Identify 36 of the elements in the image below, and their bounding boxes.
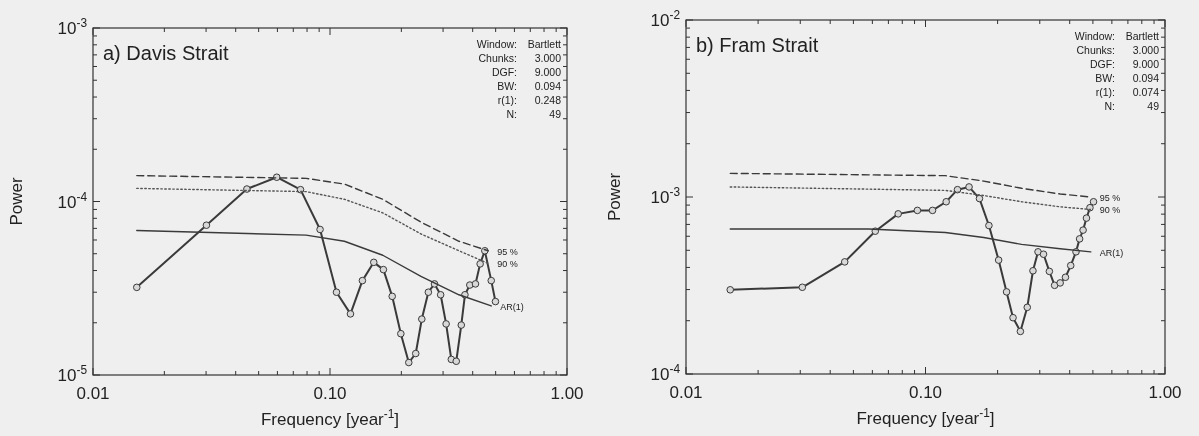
y-tick-label: 10$^{-3}$ [650,185,681,207]
y-axis-title: Power [7,177,26,226]
x-axis-title: Frequency [year$^{-1}$] [260,407,400,429]
x-tick-label: 0.10 [313,384,347,403]
series-label: 90 % [497,259,518,270]
series-label: AR(1) [1099,247,1124,258]
y-tick-label: 10$^{-5}$ [57,363,88,385]
text: N: 49 [506,108,561,120]
y-tick-label: 10$^{-4}$ [650,362,681,384]
x-tick-label: 0.01 [669,383,703,402]
text: Chunks: 3.000 [478,52,561,64]
y-tick-label: 10$^{-4}$ [57,189,88,212]
x-tick-label: 1.00 [550,384,584,403]
series-label: AR(1) [500,301,524,312]
series-label: 95 % [1099,193,1121,203]
annotation: Window: Bartlett [476,38,562,50]
series-label: 90 % [1099,205,1121,216]
text: BW: 0.094 [497,80,561,92]
text: DGF: 9.000 [1089,58,1159,70]
text: BW: 0.094 [1095,72,1159,84]
y-axis-title: Power [605,172,624,222]
text: N: 49 [1104,100,1159,112]
x-tick-label: 0.10 [908,383,943,402]
text: Chunks: 3.000 [1076,44,1159,56]
x-tick-label: 1.00 [1148,383,1182,402]
annotation: Window: Bartlett [1074,30,1160,42]
text: r(1): 0.074 [1095,86,1159,98]
x-axis-title: Frequency [year$^{-1}$] [856,406,995,428]
y-tick-label: 10$^{-2}$ [650,8,681,30]
text: DGF: 9.000 [491,66,561,78]
x-tick-label: 0.01 [76,384,110,403]
y-tick-label: 10$^{-3}$ [57,16,88,38]
text: b) Fram Strait [696,34,819,56]
series-label: 95 % [497,246,518,257]
text: a) Davis Strait [103,42,230,64]
text: r(1): 0.248 [497,94,561,106]
